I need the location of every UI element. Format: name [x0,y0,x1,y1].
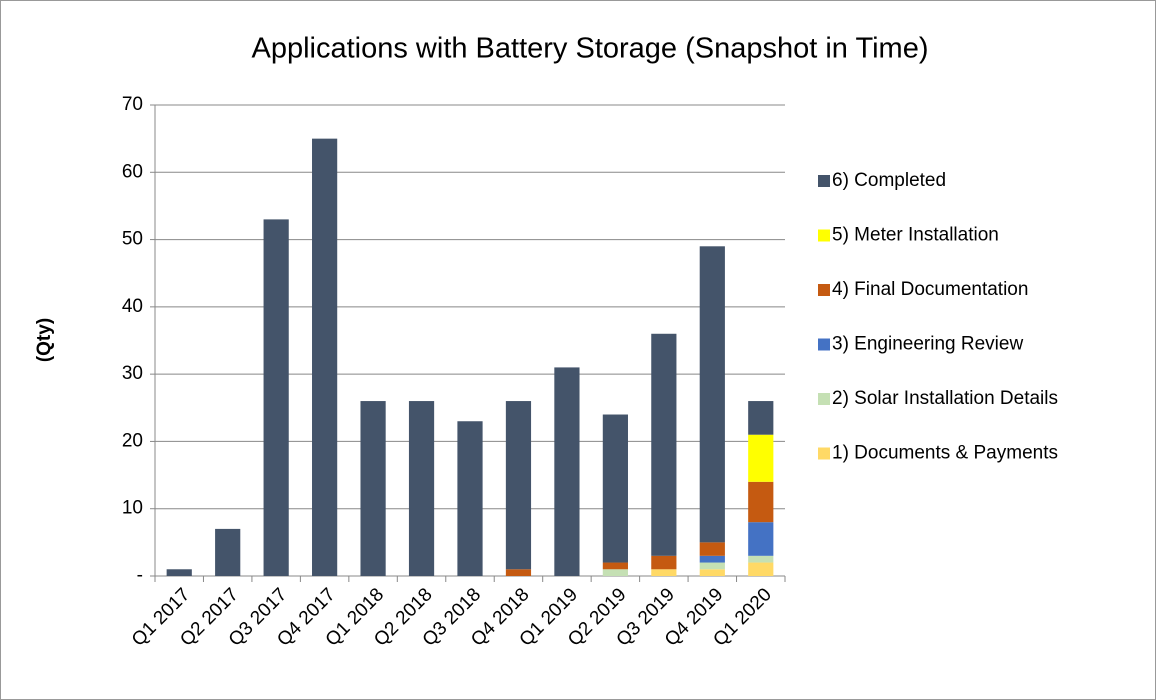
bar-segment [748,562,774,576]
bar-segment [651,555,677,570]
chart-title: Applications with Battery Storage (Snaps… [252,33,929,65]
y-tick-label: 40 [122,296,143,317]
bar-segment [602,414,628,563]
bar-segment [699,562,725,570]
bar-segment [602,562,628,570]
y-tick-label: - [137,565,143,586]
legend-swatch [818,229,830,242]
y-tick-label: 70 [122,94,143,115]
bar-segment [215,528,241,576]
legend-swatch [818,338,830,351]
y-tick-label: 50 [122,229,143,250]
bar-segment [166,569,192,576]
legend-label: 1) Documents & Payments [832,443,1058,464]
bar-segment [651,569,677,576]
bar-segment [360,401,386,576]
bar-segment [457,421,483,576]
legend-label: 2) Solar Installation Details [832,388,1058,409]
bar-segment [699,555,725,563]
bar-segment [748,481,774,523]
bar-segment [312,138,338,576]
bar-segment [602,569,628,576]
legend-label: 3) Engineering Review [832,334,1023,355]
legend-label: 4) Final Documentation [832,279,1028,300]
bar-segment [408,401,435,576]
bar-segment [651,333,677,556]
bar-segment [748,555,774,563]
y-tick-label: 10 [122,498,143,519]
legend-swatch [818,175,830,187]
bar-segment [748,434,774,482]
legend-label: 5) Meter Installation [832,225,999,246]
y-tick-label: 20 [122,430,143,451]
bar-segment [263,219,289,576]
y-axis-label: (Qty) [34,318,55,362]
legend-swatch [818,393,830,405]
bar-segment [748,401,774,435]
y-tick-label: 60 [122,161,143,182]
legend-swatch [818,284,830,296]
y-tick-label: 30 [122,363,143,384]
bar-segment [699,542,725,556]
bar-segment [699,569,725,576]
bar-segment [748,522,774,556]
bar-segment [505,401,532,570]
bar-segment [505,569,532,576]
bar-segment [554,367,580,576]
bar-segment [699,246,725,543]
legend-swatch [818,447,830,460]
legend-label: 6) Completed [832,170,946,191]
